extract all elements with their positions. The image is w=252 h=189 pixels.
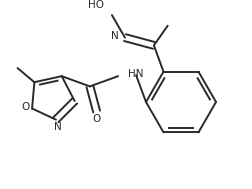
Text: N: N: [54, 122, 62, 132]
Text: HO: HO: [88, 0, 104, 10]
Text: O: O: [21, 102, 29, 112]
Text: N: N: [111, 31, 118, 41]
Text: HN: HN: [128, 69, 143, 79]
Text: O: O: [92, 114, 100, 124]
